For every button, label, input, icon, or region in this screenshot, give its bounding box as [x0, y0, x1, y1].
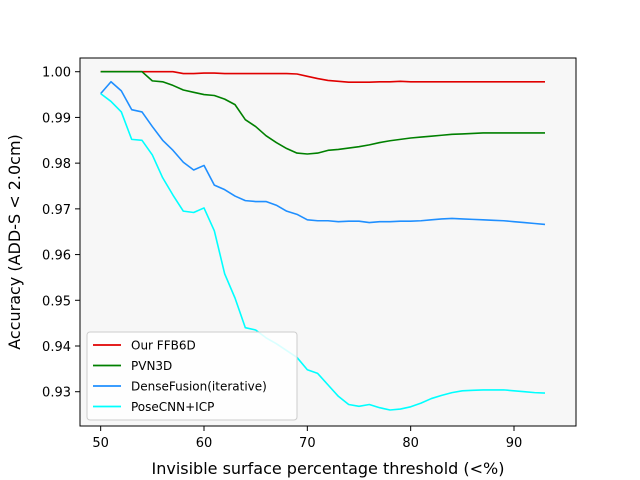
- legend-entry: PVN3D: [131, 359, 172, 373]
- x-tick-label: 50: [92, 436, 109, 451]
- series-line-2: [100, 70, 545, 155]
- series-line-3: [100, 80, 546, 226]
- y-tick-label: 0.94: [42, 340, 71, 355]
- series-line-1: [100, 70, 545, 84]
- x-axis: 50 60 70 80 90: [92, 426, 522, 451]
- y-tick-label: 1.00: [42, 66, 71, 81]
- y-axis-label: Accuracy (ADD-S < 2.0cm): [5, 134, 24, 350]
- plot-frame: [79, 57, 577, 427]
- x-tick-label: 80: [402, 436, 419, 451]
- legend-entry: DenseFusion(iterative): [131, 380, 267, 394]
- y-tick-label: 0.99: [42, 111, 71, 126]
- y-tick-label: 0.96: [42, 249, 71, 264]
- y-tick-label: 0.93: [42, 386, 71, 401]
- y-tick-label: 0.98: [42, 157, 71, 172]
- series-layer: [100, 70, 546, 411]
- legend-box: [86, 331, 298, 421]
- y-axis: 0.93 0.94 0.95 0.96 0.97 0.98 0.99 1.00: [42, 66, 80, 401]
- legend-entry: PoseCNN+ICP: [131, 400, 214, 414]
- x-tick-label: 90: [506, 436, 523, 451]
- legend: Our FFB6D PVN3D DenseFusion(iterative) Pose…: [86, 331, 298, 421]
- x-tick-label: 60: [196, 436, 213, 451]
- y-tick-label: 0.95: [42, 294, 71, 309]
- y-tick-label: 0.97: [42, 203, 71, 218]
- series-line-4: [100, 93, 546, 411]
- legend-entry: Our FFB6D: [131, 339, 196, 353]
- x-tick-label: 70: [299, 436, 316, 451]
- x-axis-label: Invisible surface percentage threshold (…: [151, 459, 504, 478]
